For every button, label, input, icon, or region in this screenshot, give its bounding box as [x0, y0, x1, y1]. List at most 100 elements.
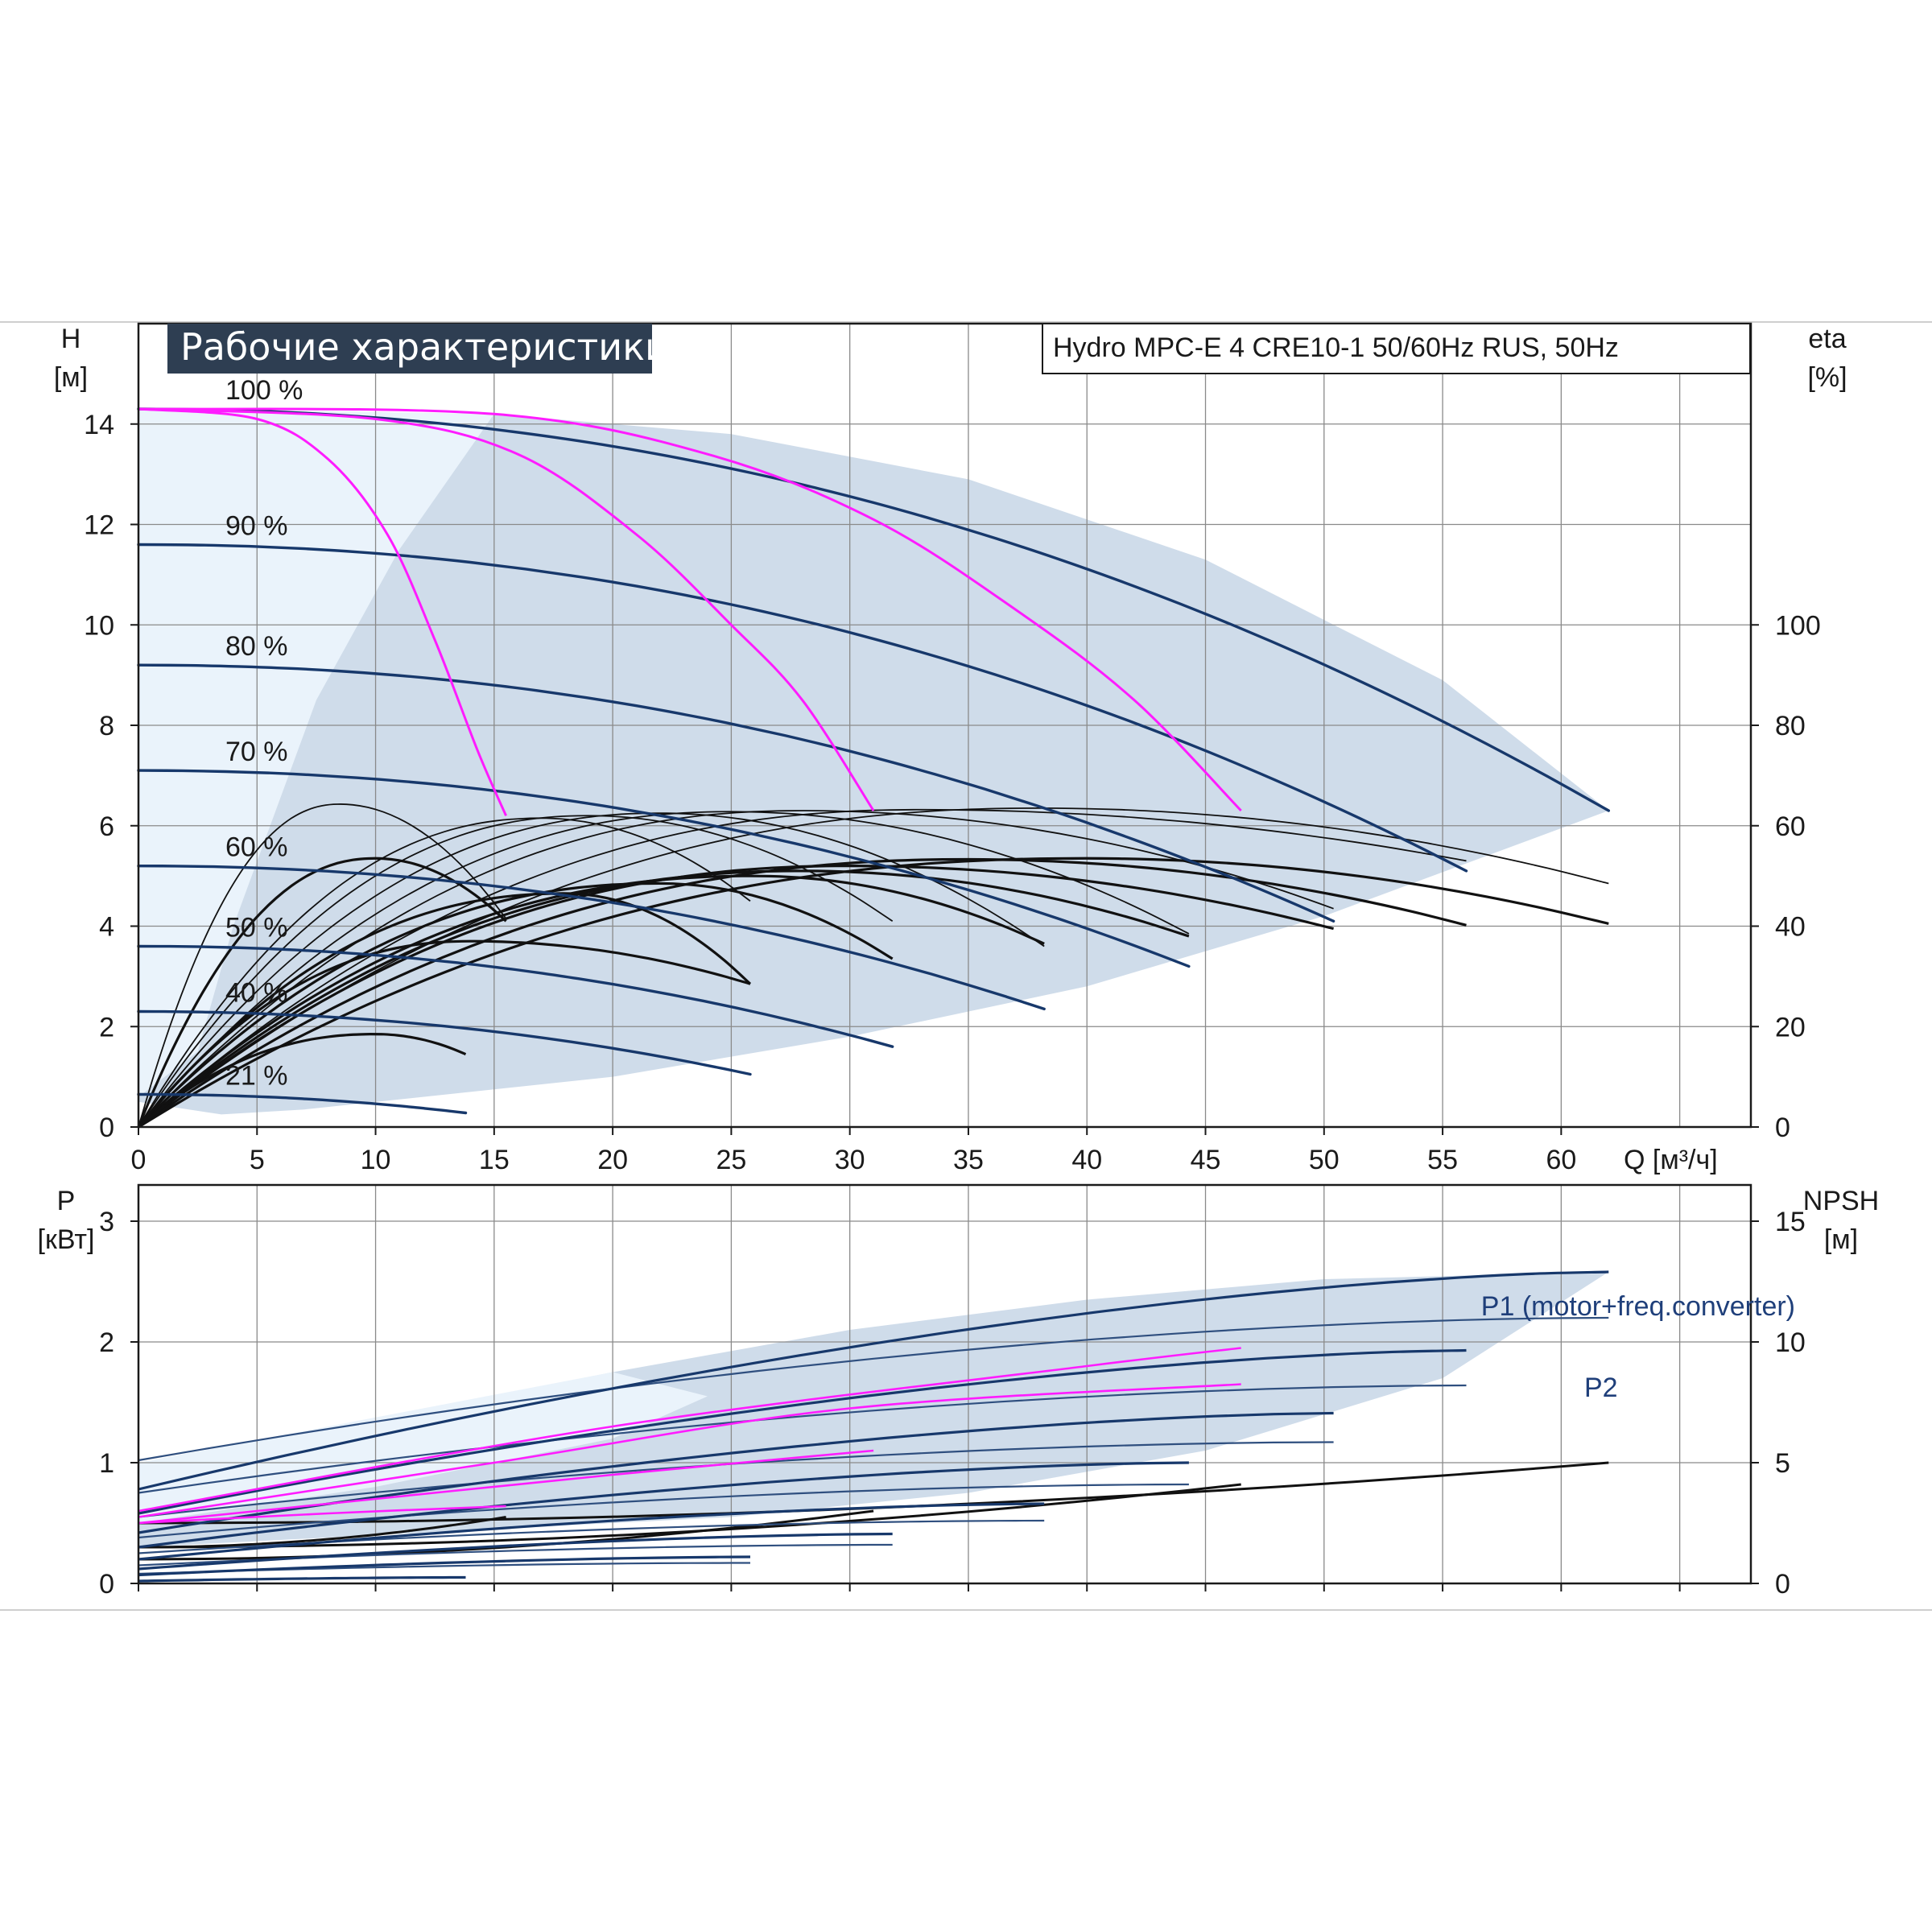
efficiency-curve: [137, 881, 894, 1129]
p1-curve: [138, 1461, 1189, 1549]
p2-curve: [138, 1316, 1609, 1462]
npsh-tick-label: 0: [1775, 1569, 1790, 1600]
x-tick-label: 5: [250, 1145, 265, 1175]
speed-label: 80 %: [225, 631, 288, 662]
y-tick-label: 12: [84, 510, 114, 541]
p-tick-label: 2: [99, 1327, 114, 1358]
efficiency-curve: [138, 817, 751, 1128]
x-tick-label: 55: [1427, 1145, 1458, 1175]
x-tick-label: 15: [479, 1145, 510, 1175]
p1-curve: [138, 1502, 1045, 1561]
speed-curve-40: [137, 1009, 752, 1076]
y-tick-label: 8: [99, 711, 114, 741]
y2-tick-label: 40: [1775, 912, 1806, 943]
efficiency-curve: [138, 808, 1467, 1128]
power-plot: 0 1 2 3 0 5 10 15: [99, 1183, 1806, 1600]
y-axis-unit: [м]: [54, 362, 88, 393]
efficiency-curve: [137, 857, 507, 1128]
y2-axis-name: eta: [1808, 324, 1846, 354]
x-tick-label: 60: [1546, 1145, 1576, 1175]
y-tick-label: 10: [84, 610, 114, 641]
y2-axis-unit: [%]: [1807, 362, 1847, 393]
y2-tick-label: 100: [1775, 610, 1821, 641]
p1-curve: [138, 1270, 1609, 1491]
y2-tick-label: 80: [1775, 711, 1806, 741]
p-tick-label: 0: [99, 1569, 114, 1600]
p2-curve: [138, 1483, 1189, 1539]
x-tick-label: 25: [716, 1145, 746, 1175]
model-name: Hydro MPC-E 4 CRE10-1 50/60Hz RUS, 50Hz: [1053, 332, 1619, 363]
efficiency-curve: [138, 812, 1045, 1128]
system-curve: [138, 407, 875, 811]
speed-curve-70: [137, 769, 1191, 968]
efficiency-curve: [138, 807, 1609, 1128]
npsh-axis-unit: [м]: [1824, 1224, 1858, 1255]
y-tick-label: 14: [84, 410, 114, 440]
power-envelope-fill: [138, 1272, 1609, 1547]
system-power-curve: [138, 1347, 1241, 1513]
npsh-tick-label: 10: [1775, 1327, 1806, 1358]
chart-title: Рабочие характеристики: [180, 325, 669, 369]
speed-label: 21 %: [225, 1060, 288, 1091]
y-axis-name: H: [61, 324, 81, 354]
x-tick-label: 40: [1071, 1145, 1102, 1175]
head-envelope-area: [138, 409, 1609, 1115]
npsh-curve: [138, 1516, 506, 1549]
power-envelope-area: [138, 1272, 1609, 1547]
npsh-tick-label: 5: [1775, 1448, 1790, 1479]
p-tick-label: 1: [99, 1448, 114, 1479]
x-tick-label: 45: [1191, 1145, 1221, 1175]
p-axis-unit: [кВт]: [38, 1224, 95, 1255]
efficiency-curve: [138, 857, 1609, 1129]
efficiency-curve: [137, 892, 752, 1129]
title-box: [167, 324, 652, 374]
y2-tick-label: 60: [1775, 811, 1806, 842]
model-box: [1042, 323, 1751, 374]
x-tick-label: 50: [1309, 1145, 1340, 1175]
x-tick-label: 35: [953, 1145, 984, 1175]
head-envelope-fill: [138, 409, 1609, 1115]
y-tick-label: 2: [99, 1012, 114, 1042]
efficiency-curve: [137, 939, 751, 1129]
speed-curve-90: [137, 543, 1468, 873]
head-plot: 0 5 10 15 20 25 30 35 40 45 50 55 60 0 2 4 6 8 10 12 14 0 20 40…: [84, 322, 1821, 1175]
system-power-curve: [138, 1383, 1241, 1518]
speed-labels: 100 % 90 % 80 % 70 % 60 % 50 % 40 % 21 %: [225, 375, 303, 1091]
speed-label: 100 %: [225, 375, 303, 406]
speed-label: 40 %: [225, 978, 288, 1009]
speed-curve-100: [137, 407, 1610, 812]
efficiency-curve: [138, 810, 1334, 1128]
p2-curve: [138, 1562, 751, 1575]
system-power-curve: [138, 1505, 506, 1525]
x-tick-label: 10: [361, 1145, 391, 1175]
npsh-axis-name: NPSH: [1803, 1186, 1879, 1216]
p2-curve: [138, 1384, 1467, 1494]
p-axis-name: P: [57, 1186, 76, 1216]
speed-label: 50 %: [225, 912, 288, 943]
speed-curve-80: [137, 663, 1335, 923]
x-tick-label: 0: [131, 1145, 147, 1175]
speed-curve-50: [137, 944, 894, 1048]
power-curves-layer: [138, 1270, 1609, 1583]
y2-tick-label: 0: [1775, 1113, 1790, 1143]
p1-curve: [138, 1555, 751, 1577]
efficiency-curve: [137, 1032, 467, 1129]
efficiency-curve: [138, 811, 1190, 1128]
power-plot-frame: [137, 1183, 1752, 1585]
y-tick-label: 6: [99, 811, 114, 842]
p1-curve: [138, 1575, 466, 1583]
speed-label: 70 %: [225, 737, 288, 767]
speed-curve-21: [137, 1092, 468, 1115]
p1-curve: [138, 1348, 1467, 1515]
power-axes: 0 1 2 3 0 5 10 15: [99, 1207, 1806, 1600]
p1-series-label: P1 (motor+freq.converter): [1481, 1291, 1795, 1322]
efficiency-curve: [138, 815, 894, 1128]
system-power-curve: [138, 1449, 874, 1525]
efficiency-curve: [138, 803, 507, 1128]
p-tick-label: 3: [99, 1207, 114, 1237]
system-curve: [138, 407, 1242, 812]
x-axis-label: Q [м³/ч]: [1624, 1145, 1718, 1175]
y-tick-label: 4: [99, 912, 114, 943]
y2-tick-label: 20: [1775, 1012, 1806, 1042]
